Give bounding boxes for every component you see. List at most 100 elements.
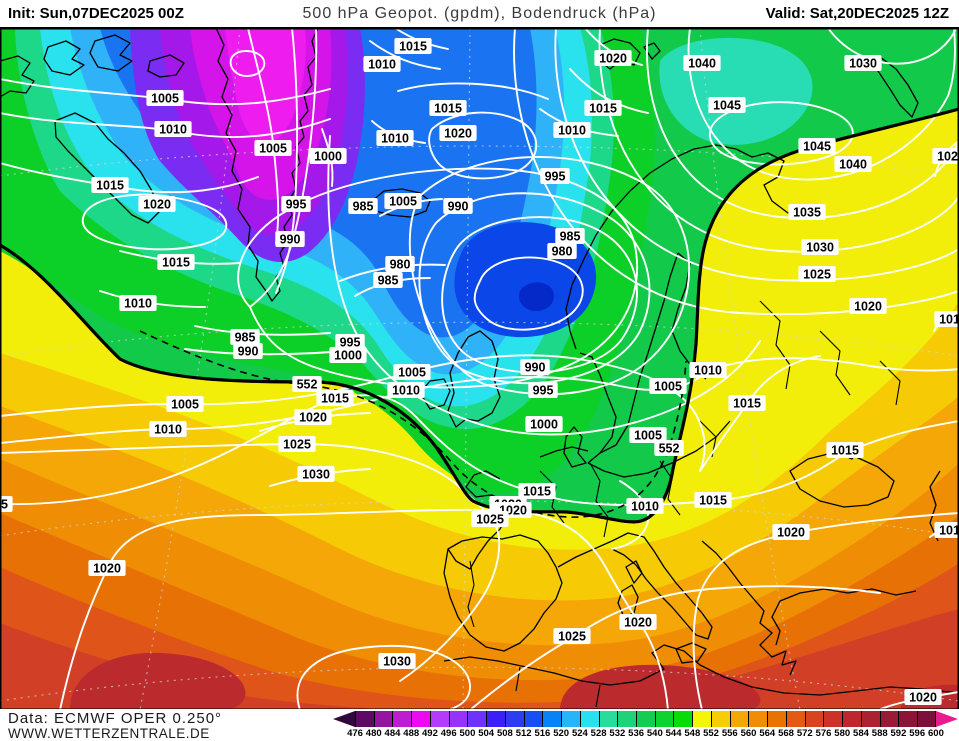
isobar-label: 1015 [518, 483, 556, 499]
svg-text:1015: 1015 [321, 392, 349, 406]
isobar-label: 1015 [826, 442, 864, 458]
colorbar-cell [804, 711, 824, 727]
geopotential-label: 552 [654, 440, 684, 456]
isobar-label: 1005 [384, 193, 422, 209]
colorbar-tick: 560 [740, 728, 757, 739]
isobar-label: 1010 [934, 311, 959, 327]
colorbar-tick: 544 [665, 728, 682, 739]
svg-text:1015: 1015 [939, 524, 959, 538]
svg-text:1015: 1015 [523, 485, 551, 499]
isobar-label: 1015 [0, 496, 13, 512]
isobar-label: 1010 [689, 362, 727, 378]
isobar-label: 1015 [694, 492, 732, 508]
svg-text:1005: 1005 [398, 366, 426, 380]
svg-text:1020: 1020 [599, 52, 627, 66]
colorbar-tick: 540 [646, 728, 663, 739]
colorbar-tick: 600 [928, 728, 944, 739]
isobar-label: 1015 [429, 100, 467, 116]
svg-text:990: 990 [448, 200, 469, 214]
colorbar-tick: 572 [796, 728, 813, 739]
colorbar-tick: 528 [590, 728, 607, 739]
isobar-label: 1015 [934, 522, 959, 538]
colorbar-cell [917, 711, 936, 727]
colorbar-tick: 492 [422, 728, 438, 739]
isobar-label: 1030 [297, 466, 335, 482]
isobar-label: 1005 [393, 364, 431, 380]
isobar-label: 1000 [309, 148, 347, 164]
colorbar-tick: 504 [478, 728, 495, 739]
colorbar-tick: 496 [440, 728, 457, 739]
colorbar-cell [355, 711, 374, 727]
isobar-label: 1020 [772, 524, 810, 540]
colorbar-tick: 588 [871, 728, 888, 739]
svg-text:1010: 1010 [939, 313, 959, 327]
colorbar-tick: 532 [609, 728, 626, 739]
svg-text:1025: 1025 [558, 630, 586, 644]
init-time: Init: Sun,07DEC2025 00Z [8, 5, 184, 22]
isobar-label: 985 [373, 272, 403, 288]
svg-text:1030: 1030 [849, 57, 877, 71]
isobar-label: 990 [520, 359, 550, 375]
colorbar-cell [860, 711, 880, 727]
isobar-label: 1045 [708, 97, 746, 113]
colorbar-tick: 592 [890, 728, 907, 739]
isobar-label: 1000 [329, 347, 367, 363]
isobar-label: 990 [443, 198, 473, 214]
isobar-label: 1030 [801, 239, 839, 255]
svg-text:1005: 1005 [171, 398, 199, 412]
isobar-label: 1020 [904, 689, 942, 705]
isobar-label: 1045 [798, 138, 836, 154]
svg-text:1020: 1020 [93, 562, 121, 576]
svg-text:552: 552 [659, 442, 680, 456]
isobar-label: 1040 [834, 156, 872, 172]
isobar-label: 1005 [629, 427, 667, 443]
svg-text:1020: 1020 [299, 411, 327, 425]
isobar-label: 1020 [619, 614, 657, 630]
colorbar-tick: 524 [571, 728, 588, 739]
isobar-label: 1010 [626, 498, 664, 514]
isobar-label: 985 [230, 329, 260, 345]
colorbar-tick: 536 [628, 728, 645, 739]
colorbar-cell [617, 711, 637, 727]
svg-text:1025: 1025 [803, 268, 831, 282]
isobar-label: 1015 [728, 395, 766, 411]
isobar-label: 1005 [254, 140, 292, 156]
isobar-label: 1010 [376, 130, 414, 146]
isobar-label: 980 [385, 256, 415, 272]
isobar-label: 1025 [798, 266, 836, 282]
colorbar-cell [842, 711, 861, 727]
svg-text:995: 995 [286, 198, 307, 212]
svg-text:980: 980 [390, 258, 411, 272]
colorbar-cell [767, 711, 786, 727]
isobar-label: 1020 [594, 50, 632, 66]
svg-text:1010: 1010 [381, 132, 409, 146]
svg-text:1035: 1035 [793, 206, 821, 220]
isobar-label: 1040 [683, 55, 721, 71]
svg-text:1010: 1010 [124, 297, 152, 311]
svg-text:1015: 1015 [733, 397, 761, 411]
colorbar-tick: 548 [684, 728, 701, 739]
svg-text:995: 995 [545, 170, 566, 184]
svg-text:990: 990 [280, 233, 301, 247]
svg-text:985: 985 [378, 274, 399, 288]
colorbar-row [333, 711, 958, 727]
svg-text:1020: 1020 [777, 526, 805, 540]
svg-text:1010: 1010 [154, 423, 182, 437]
svg-text:1020: 1020 [444, 127, 472, 141]
svg-text:1005: 1005 [259, 142, 287, 156]
svg-text:1010: 1010 [159, 123, 187, 137]
colorbar-cell [748, 711, 768, 727]
colorbar-cell [392, 711, 412, 727]
svg-text:1020: 1020 [937, 150, 959, 164]
svg-text:1010: 1010 [631, 500, 659, 514]
isobar-label: 1020 [932, 148, 959, 164]
colorbar-tick: 556 [721, 728, 738, 739]
isobar-label: 1025 [553, 628, 591, 644]
colorbar-tick: 584 [853, 728, 869, 739]
svg-text:1000: 1000 [530, 418, 558, 432]
svg-text:552: 552 [297, 378, 318, 392]
colorbar-cell [561, 711, 580, 727]
svg-text:1030: 1030 [806, 241, 834, 255]
svg-text:1015: 1015 [0, 498, 8, 512]
map-area: 1005 1010 1015 1020 1005 995 990 1015 1015 1010 10… [0, 27, 959, 711]
